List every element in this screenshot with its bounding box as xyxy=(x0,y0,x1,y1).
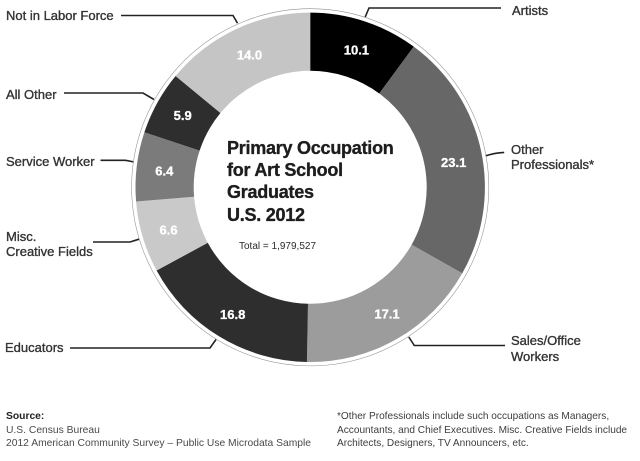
svg-text:6.4: 6.4 xyxy=(155,164,174,179)
svg-text:14.0: 14.0 xyxy=(237,48,262,63)
svg-text:16.8: 16.8 xyxy=(220,307,245,322)
svg-text:6.6: 6.6 xyxy=(160,222,178,237)
svg-text:23.1: 23.1 xyxy=(441,155,466,170)
svg-text:17.1: 17.1 xyxy=(374,306,399,321)
svg-text:10.1: 10.1 xyxy=(344,43,369,58)
svg-text:5.9: 5.9 xyxy=(174,108,192,123)
